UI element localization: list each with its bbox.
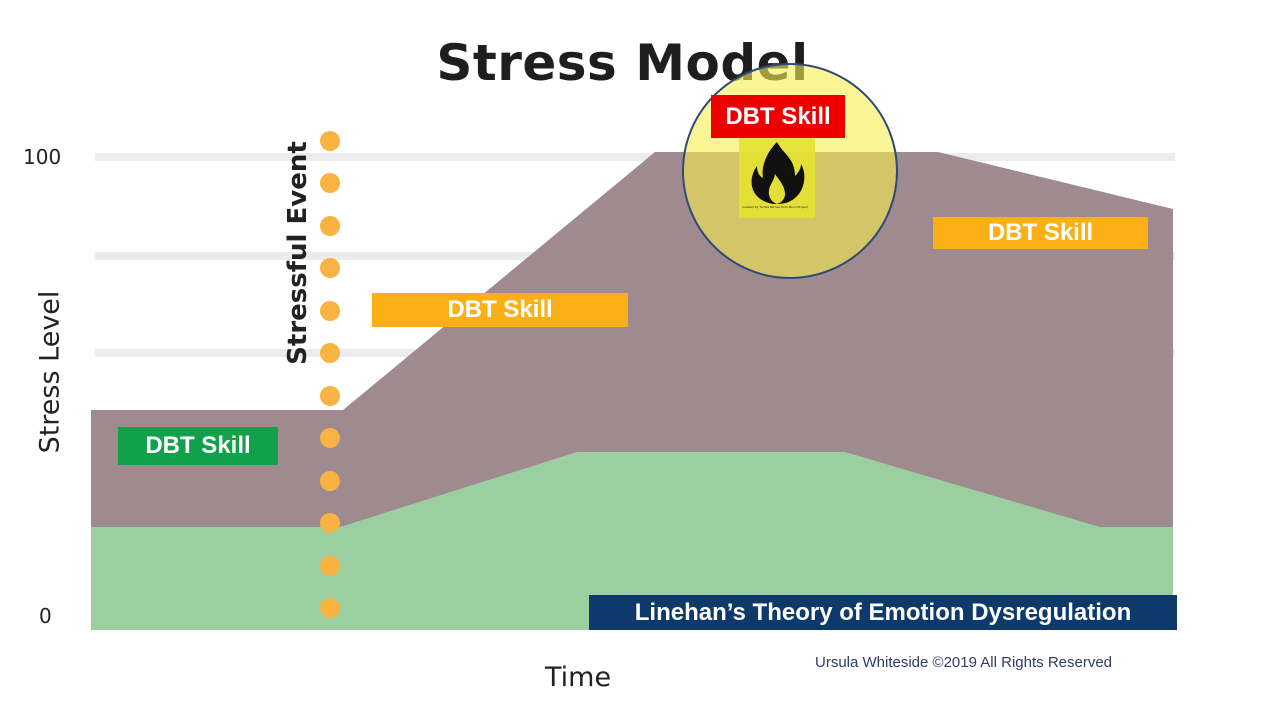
copyright-notice: Ursula Whiteside ©2019 All Rights Reserv… <box>815 654 1113 671</box>
dbt-skill-label-peak: DBT Skill <box>711 95 845 138</box>
theory-banner: Linehan’s Theory of Emotion Dysregulatio… <box>589 595 1177 630</box>
gridline-100 <box>95 153 1175 161</box>
stressful-event-dots <box>320 131 340 618</box>
y-tick-100: 100 <box>23 145 62 169</box>
fire-icon-card <box>739 138 815 218</box>
fire-icon <box>751 142 805 204</box>
dbt-skill-label-rising: DBT Skill <box>372 293 628 327</box>
x-axis-label: Time <box>545 662 612 693</box>
y-tick-0: 0 <box>39 604 52 628</box>
dbt-skill-label-baseline: DBT Skill <box>118 427 278 465</box>
fire-icon-credit: Created by Tomas Mircea from Noun Projec… <box>742 205 808 209</box>
baseline-area <box>91 452 1173 630</box>
dbt-skill-label-declining: DBT Skill <box>933 217 1148 249</box>
